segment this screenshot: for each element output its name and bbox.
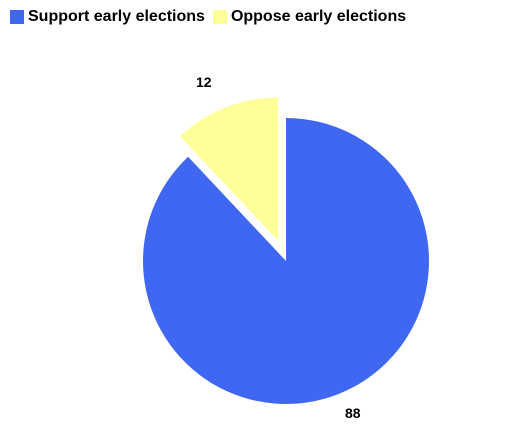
legend-swatch-support — [10, 10, 24, 24]
legend-item-oppose: Oppose early elections — [212, 8, 407, 26]
chart-legend: Support early elections Oppose early ele… — [10, 8, 406, 26]
data-label-support: 88 — [345, 405, 361, 421]
legend-swatch-oppose — [212, 10, 227, 24]
data-label-oppose: 12 — [196, 74, 212, 90]
pie-slice-support — [142, 118, 429, 404]
legend-item-support: Support early elections — [10, 8, 205, 26]
legend-label-oppose: Oppose early elections — [230, 8, 407, 25]
legend-label-support: Support early elections — [28, 8, 205, 25]
pie-slice-oppose — [180, 97, 278, 241]
